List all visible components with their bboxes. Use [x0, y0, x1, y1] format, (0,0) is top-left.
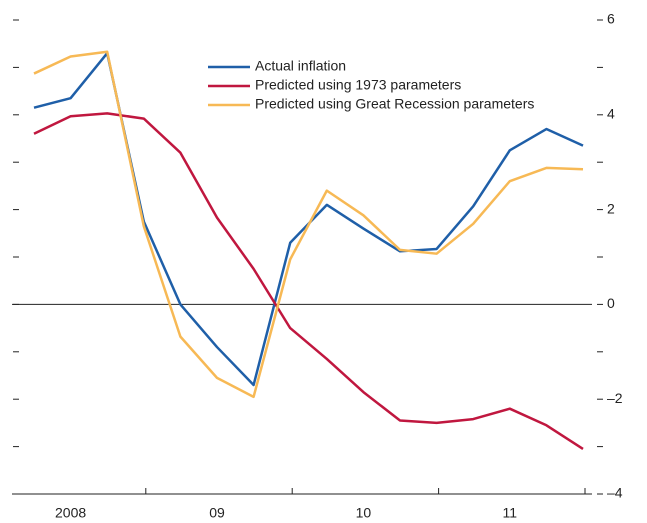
- y-tick-label: 0: [607, 295, 615, 311]
- y-tick-label: –2: [607, 390, 623, 406]
- series-line: [33, 50, 584, 399]
- y-tick-label: –4: [607, 485, 623, 501]
- x-tick-label: 10: [356, 505, 372, 521]
- legend-label: Predicted using Great Recession paramete…: [255, 96, 534, 112]
- y-tick-label: 4: [607, 106, 615, 122]
- y-tick-label: 6: [607, 11, 615, 27]
- series-line: [33, 112, 584, 451]
- legend-label: Predicted using 1973 parameters: [255, 77, 461, 93]
- y-tick-label: 2: [607, 200, 615, 216]
- x-tick-label: 2008: [55, 505, 86, 521]
- x-tick-label: 09: [209, 505, 225, 521]
- legend-label: Actual inflation: [255, 58, 346, 74]
- x-tick-label: 11: [503, 505, 518, 521]
